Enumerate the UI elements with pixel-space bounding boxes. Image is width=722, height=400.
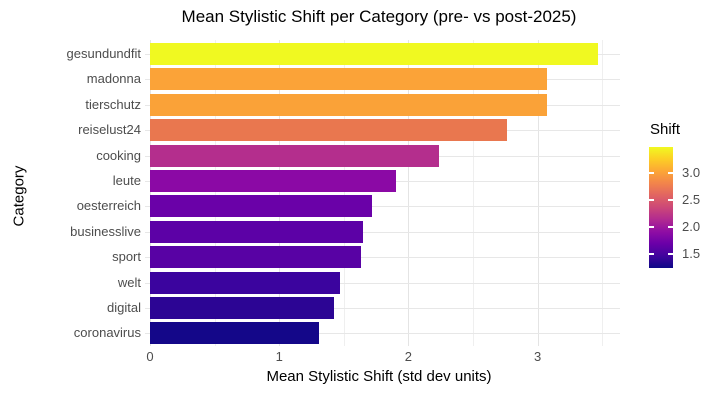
y-tick-label-oesterreich: oesterreich bbox=[76, 198, 141, 214]
y-tick-label-madonna: madonna bbox=[86, 71, 141, 87]
row-gridline bbox=[145, 206, 620, 208]
bar-cooking bbox=[150, 144, 440, 167]
bar-madonna bbox=[150, 68, 547, 91]
major-gridline bbox=[537, 40, 539, 346]
legend-tick bbox=[668, 225, 673, 228]
y-tick-label-cooking: cooking bbox=[96, 147, 141, 163]
bar-oesterreich bbox=[150, 195, 373, 218]
legend-label-2.5: 2.5 bbox=[682, 191, 701, 207]
y-tick-label-tierschutz: tierschutz bbox=[85, 96, 141, 112]
legend-title: Shift bbox=[650, 121, 681, 138]
major-gridline bbox=[408, 40, 410, 346]
y-tick-label-businesslive: businesslive bbox=[70, 223, 141, 239]
minor-gridline bbox=[214, 40, 216, 346]
bar-gesundundfit bbox=[150, 43, 599, 65]
major-gridline bbox=[150, 40, 151, 346]
y-tick-label-digital: digital bbox=[107, 300, 141, 315]
legend-label-3.0: 3.0 bbox=[682, 164, 701, 180]
legend-tick bbox=[668, 252, 673, 255]
y-tick-label-sport: sport bbox=[112, 249, 141, 265]
bar-digital bbox=[150, 297, 334, 319]
plot-panel bbox=[145, 40, 620, 346]
bar-reiselust24 bbox=[150, 119, 507, 142]
y-tick-label-gesundundfit: gesundundfit bbox=[66, 46, 141, 61]
chart-title: Mean Stylistic Shift per Category (pre- … bbox=[181, 7, 577, 26]
legend-tick bbox=[649, 252, 654, 255]
legend-label-2.0: 2.0 bbox=[682, 218, 701, 234]
legend-label-1.5: 1.5 bbox=[682, 245, 701, 261]
minor-gridline bbox=[343, 40, 345, 346]
y-tick-label-reiselust24: reiselust24 bbox=[78, 122, 141, 138]
legend-tick bbox=[668, 171, 673, 174]
major-gridline bbox=[279, 40, 281, 346]
row-gridline bbox=[145, 231, 620, 233]
bar-businesslive bbox=[150, 220, 364, 243]
x-tick-label-3: 3 bbox=[533, 349, 542, 364]
x-axis-title: Mean Stylistic Shift (std dev units) bbox=[266, 368, 492, 385]
legend-tick bbox=[649, 225, 654, 228]
row-gridline bbox=[145, 257, 620, 259]
bar-sport bbox=[150, 246, 361, 269]
x-tick-label-1: 1 bbox=[275, 349, 283, 364]
legend-tick bbox=[649, 198, 654, 201]
row-gridline bbox=[145, 282, 620, 284]
y-axis-title: Category bbox=[10, 165, 28, 227]
y-tick-label-leute: leute bbox=[112, 173, 141, 188]
minor-gridline bbox=[473, 40, 474, 346]
bar-coronavirus bbox=[150, 322, 320, 345]
legend-tick bbox=[668, 198, 673, 201]
row-gridline bbox=[145, 333, 620, 335]
legend-gradient-bar bbox=[649, 147, 673, 268]
x-tick-label-0: 0 bbox=[146, 349, 154, 364]
legend-tick bbox=[649, 171, 654, 174]
x-tick-label-2: 2 bbox=[404, 349, 413, 364]
bar-leute bbox=[150, 170, 396, 192]
bar-tierschutz bbox=[150, 93, 547, 116]
y-tick-label-welt: welt bbox=[117, 274, 141, 290]
row-gridline bbox=[145, 308, 620, 309]
bar-welt bbox=[150, 271, 340, 294]
y-tick-label-coronavirus: coronavirus bbox=[73, 325, 141, 341]
minor-gridline bbox=[602, 40, 604, 346]
